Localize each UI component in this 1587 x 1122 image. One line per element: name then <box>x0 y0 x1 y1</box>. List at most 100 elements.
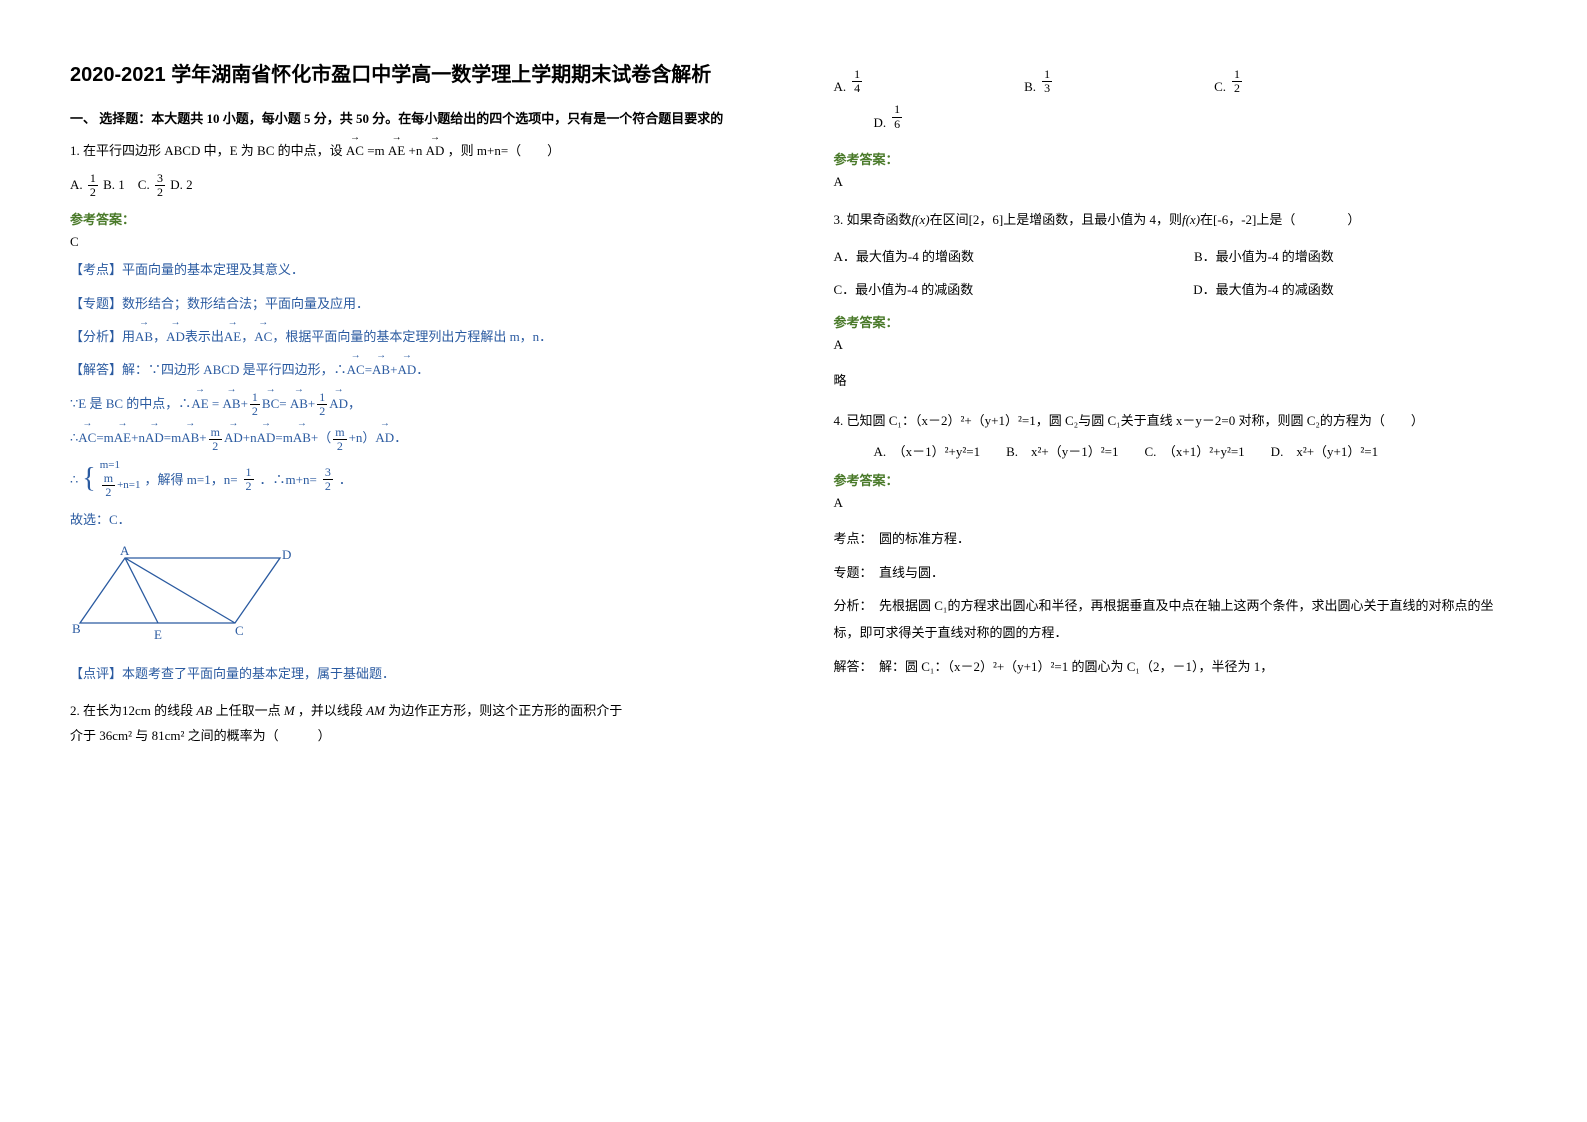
q1-kaodian: 【考点】平面向量的基本定理及其意义． <box>70 256 754 283</box>
q4-options: A. （x－1）²+y²=1 B. x²+（y－1）²=1 C. （x+1）²+… <box>834 441 1518 460</box>
q4-kaodian: 考点： 圆的标准方程． <box>834 525 1518 552</box>
vec-AC-4: AC <box>78 424 96 451</box>
q4-fenxi: 分析： 先根据圆 C₁的方程求出圆心和半径，再根据垂直及中点在轴上这两个条件，求… <box>834 592 1518 647</box>
q2-a2: 81cm² <box>152 728 185 743</box>
vec-AD-4: AD <box>329 390 348 417</box>
q4-answer-label: 参考答案： <box>834 470 1518 489</box>
q2-e: 为边作正方形，则这个正方形的面积介于 <box>385 703 622 718</box>
vec-AC-2: AC <box>254 323 272 350</box>
l2-b: = <box>209 396 223 411</box>
q2-optC: C. 12 <box>1214 68 1244 95</box>
q2-M: M <box>284 703 295 718</box>
frac-m2-1: m2 <box>209 426 222 453</box>
diagram-svg: A D B C E <box>70 543 300 648</box>
q2-stem: 2. 在长为12cm 的线段 AB 上任取一点 M ，并以线段 AM 为边作正方… <box>70 699 754 748</box>
q1-text-c: +n <box>409 143 423 158</box>
q2-fracC: 12 <box>1232 68 1242 95</box>
l4-b: ，解得 m=1，n= <box>145 466 238 493</box>
vec-AB-6: AB <box>293 424 311 451</box>
l3-h: +（ <box>311 430 331 445</box>
q2-c: 上任取一点 <box>212 703 284 718</box>
q1-optD: D. 2 <box>170 177 192 192</box>
q3-c: 在[-6，-2]上是（ ） <box>1200 212 1360 227</box>
vec-AD-7: AD <box>257 424 276 451</box>
q2-optB: B. 13 <box>1024 68 1054 95</box>
l2-e: + <box>308 396 315 411</box>
vec-AD-2: AD <box>166 323 185 350</box>
frac-m2-3: m2 <box>102 472 115 499</box>
q1-guxuan: 故选：C． <box>70 506 754 533</box>
l3-g: =m <box>275 430 292 445</box>
jd-d: ． <box>416 362 429 377</box>
q2-len: 12cm <box>122 703 151 718</box>
q2-fracB: 13 <box>1042 68 1052 95</box>
vec-AC: AC <box>346 139 364 164</box>
q3-stem: 3. 如果奇函数f(x)在区间[2，6]上是增函数，且最小值为 4，则f(x)在… <box>834 208 1518 233</box>
q2-mid: 与 <box>132 728 152 743</box>
q3-fx2: f(x) <box>1182 212 1200 227</box>
jd-a: 【解答】解：∵四边形 ABCD 是平行四边形，∴ <box>70 362 347 377</box>
q1-text-b: =m <box>367 143 384 158</box>
l3-f: +n <box>243 430 257 445</box>
q3-opts-row1: A．最大值为-4 的增函数 B．最小值为-4 的增函数 <box>834 246 1518 265</box>
q3-a: 3. 如果奇函数 <box>834 212 912 227</box>
q1-line3: ∴AC=mAE+nAD=mAB+m2AD+nAD=mAB+（m2+n）AD． <box>70 424 754 453</box>
l3-a: ∴ <box>70 430 78 445</box>
label-B: B <box>72 621 81 636</box>
vec-AD: AD <box>426 139 445 164</box>
jd-c: + <box>390 362 397 377</box>
frac-3-2: 32 <box>155 172 165 199</box>
l3-i: +n） <box>349 430 376 445</box>
q1-options: A. 12 B. 1 C. 32 D. 2 <box>70 172 754 200</box>
q2-optA-label: A. <box>834 79 847 95</box>
vec-AD-3: AD <box>397 356 416 383</box>
q1-line4: ∴ { m=1 m2+n=1 ，解得 m=1，n= 12 ．∴m+n= 32 ． <box>70 459 754 500</box>
brace-bot: m2+n=1 <box>100 472 141 499</box>
q2-answer: A <box>834 174 1518 190</box>
q1-line2: ∵E 是 BC 的中点，∴AE = AB+12BC= AB+12AD， <box>70 390 754 419</box>
q4-answer: A <box>834 495 1518 511</box>
vec-AC-3: AC <box>347 356 365 383</box>
q4-jieda: 解答： 解：圆 C₁：（x－2）²+（y+1）²=1 的圆心为 C₁（2，－1）… <box>834 653 1518 680</box>
q2-answer-label: 参考答案： <box>834 149 1518 168</box>
q3-b: 在区间[2，6]上是增函数，且最小值为 4，则 <box>930 212 1182 227</box>
brace-cases: m=1 m2+n=1 <box>100 459 141 500</box>
l3-j: ． <box>394 430 407 445</box>
q2-f: 之间的概率为（ ） <box>184 728 330 743</box>
vec-AE: AE <box>388 139 405 164</box>
q3-optC: C．最小值为-4 的减函数 <box>834 279 974 298</box>
fx-d: ， <box>241 329 254 344</box>
q2-area-range: 介于 36cm² 与 81cm² 之间的概率为（ ） <box>70 728 331 743</box>
l4-c: ．∴m+n= <box>260 466 317 493</box>
l3-b: =m <box>96 430 113 445</box>
l2-f: ， <box>348 396 361 411</box>
q2-options: A. 14 B. 13 C. 12 <box>834 68 1518 95</box>
brace-icon: { <box>82 468 95 490</box>
q2-optC-label: C. <box>1214 79 1226 95</box>
q2-b: 的线段 <box>151 703 197 718</box>
q3-opts-row2: C．最小值为-4 的减函数 D．最大值为-4 的减函数 <box>834 279 1518 298</box>
q1-optA-label: A. <box>70 177 86 192</box>
right-column: A. 14 B. 13 C. 12 D. 16 参考答案： A 3. 如果奇函数… <box>794 0 1587 1122</box>
q3-lue: 略 <box>834 367 1518 394</box>
q2-d: ，并以线段 <box>295 703 367 718</box>
vec-AB-5: AB <box>181 424 199 451</box>
vec-AE-4: AE <box>114 424 131 451</box>
parallelogram-diagram: A D B C E <box>70 543 754 652</box>
q1-text-a: 1. 在平行四边形 ABCD 中，E 为 BC 的中点，设 <box>70 143 346 158</box>
l3-d: =m <box>164 430 181 445</box>
q1-stem: 1. 在平行四边形 ABCD 中，E 为 BC 的中点，设 AC =m AE +… <box>70 139 754 164</box>
q3-optD: D．最大值为-4 的减函数 <box>1193 279 1333 298</box>
label-C: C <box>235 623 244 638</box>
q1-text-d: ，则 m+n=（ ） <box>448 143 561 158</box>
frac-3-2-b: 32 <box>323 466 333 493</box>
q3-answer-label: 参考答案： <box>834 312 1518 331</box>
q2-AB: AB <box>196 703 212 718</box>
q2-fracA: 14 <box>852 68 862 95</box>
section-1-title: 一、 选择题：本大题共 10 小题，每小题 5 分，共 50 分。在每小题给出的… <box>70 108 754 127</box>
brace-bot-b: +n=1 <box>117 479 140 491</box>
fx-b: ， <box>153 329 166 344</box>
jd-b: = <box>365 362 372 377</box>
q1-jieda-1: 【解答】解：∵四边形 ABCD 是平行四边形，∴AC=AB+AD． <box>70 356 754 383</box>
vec-AB: AB <box>135 323 153 350</box>
